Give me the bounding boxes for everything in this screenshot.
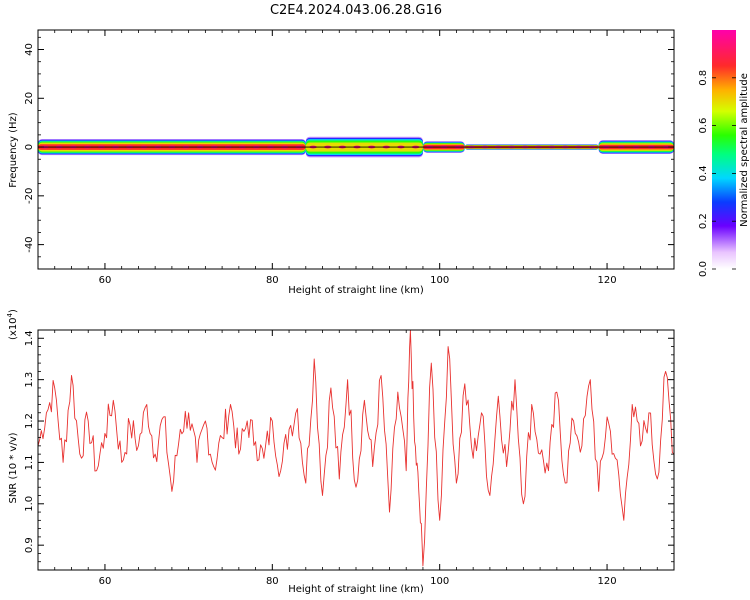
snr-background [38, 330, 674, 570]
snr-ytick-label-3: 1.2 [24, 413, 35, 429]
spectrogram-ytick-label-0: -40 [24, 236, 35, 252]
snr-xtick-label-2: 100 [430, 576, 449, 587]
snr-xtick-label-0: 60 [99, 576, 112, 587]
figure-title: C2E4.2024.043.06.28.G16 [270, 3, 442, 18]
snr-panel: 60 80 100 120 0.9 1.0 1.1 1.2 1.3 1.4 Height of s… [6, 309, 675, 595]
spectrogram-xtick-label-1: 80 [266, 275, 279, 286]
colorbar-tick-label-1: 0.2 [698, 213, 709, 229]
snr-frame [37, 329, 675, 571]
snr-axes: 60 80 100 120 0.9 1.0 1.1 1.2 1.3 1.4 [24, 329, 675, 587]
spectrogram-xtick-label-3: 120 [598, 275, 617, 286]
snr-scale-exponent: 4 [6, 312, 14, 317]
snr-ytick-label-0: 0.9 [24, 537, 35, 553]
snr-series-line [38, 330, 674, 567]
spectrogram-ytick-label-3: 20 [24, 92, 35, 105]
snr-ytick-label-4: 1.3 [24, 372, 35, 388]
snr-ytick-label-5: 1.4 [24, 330, 35, 346]
colorbar: 0.0 0.2 0.4 0.6 0.8 Normalized spectral ampl… [698, 30, 750, 277]
snr-scale-prefix: (x10 [8, 317, 19, 340]
snr-ytick-label-2: 1.1 [24, 454, 35, 470]
spectrogram-ytick-label-2: 0 [24, 144, 35, 150]
spectrogram-ytick-label-1: -20 [24, 188, 35, 204]
snr-xlabel: Height of straight line (km) [288, 584, 424, 595]
spectrogram-panel: 60 80 100 120 -40 -20 0 20 40 Height of straight… [8, 29, 675, 296]
spectrogram-ylabel: Frequency (Hz) [8, 112, 19, 188]
snr-xtick-label-1: 80 [266, 576, 279, 587]
colorbar-tick-label-2: 0.4 [698, 165, 709, 181]
spectrogram-xtick-label-2: 100 [430, 275, 449, 286]
snr-ylabel: SNR (10 * v/v) [8, 432, 19, 503]
colorbar-ticks: 0.0 0.2 0.4 0.6 0.8 [698, 70, 736, 277]
spectrogram-heatmap [38, 136, 674, 158]
spectrogram-xlabel: Height of straight line (km) [288, 285, 424, 296]
spectrogram-ytick-label-4: 40 [24, 43, 35, 56]
colorbar-tick-label-3: 0.6 [698, 118, 709, 134]
colorbar-gradient [712, 30, 736, 269]
spectrogram-frame [37, 29, 675, 270]
snr-xtick-label-3: 120 [598, 576, 617, 587]
snr-ytick-label-1: 1.0 [24, 496, 35, 512]
colorbar-tick-label-0: 0.0 [698, 261, 709, 277]
snr-scale-label: (x104) [6, 309, 19, 340]
spectrogram-xtick-label-0: 60 [99, 275, 112, 286]
svg-text:(x104): (x104) [6, 309, 19, 340]
colorbar-label: Normalized spectral amplitude [739, 73, 750, 227]
colorbar-tick-label-4: 0.8 [698, 70, 709, 86]
snr-line-group [38, 330, 674, 567]
